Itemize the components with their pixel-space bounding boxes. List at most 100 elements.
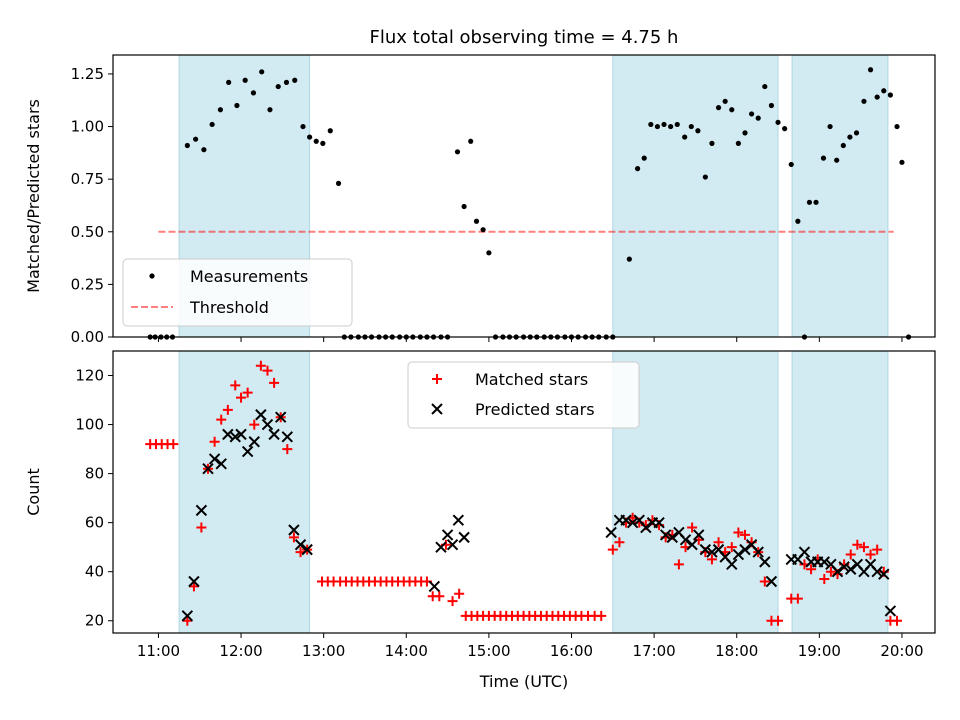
predicted-star-point — [453, 515, 463, 525]
measurement-point — [742, 130, 747, 135]
measurement-point — [243, 78, 248, 83]
observing-window-band — [792, 55, 888, 337]
measurement-point — [789, 162, 794, 167]
measurement-point — [251, 90, 256, 95]
y-tick-label: 0.50 — [71, 223, 104, 241]
measurement-point — [682, 134, 687, 139]
measurement-point — [481, 227, 486, 232]
measurement-point — [723, 99, 728, 104]
x-tick-label: 16:00 — [550, 642, 593, 660]
measurement-point — [328, 128, 333, 133]
y-tick-label: 0.00 — [71, 328, 104, 346]
legend-label: Matched stars — [475, 370, 588, 389]
measurement-point — [813, 200, 818, 205]
x-tick-label: 12:00 — [219, 642, 262, 660]
measurement-point — [259, 69, 264, 74]
matched-star-point — [168, 439, 178, 449]
measurement-point — [300, 124, 305, 129]
measurement-point — [769, 103, 774, 108]
measurement-point — [210, 122, 215, 127]
predicted-star-point — [443, 530, 453, 540]
measurement-point — [675, 122, 680, 127]
y-tick-label: 1.00 — [71, 118, 104, 136]
measurement-point — [462, 204, 467, 209]
measurement-point — [709, 141, 714, 146]
measurement-point — [292, 78, 297, 83]
measurement-point — [775, 120, 780, 125]
y-tick-label: 80 — [85, 465, 104, 483]
measurement-point — [468, 139, 473, 144]
measurement-point — [336, 181, 341, 186]
x-tick-label: 20:00 — [880, 642, 923, 660]
measurement-point — [320, 141, 325, 146]
measurement-point — [648, 122, 653, 127]
measurement-point — [821, 156, 826, 161]
y-tick-label: 40 — [85, 563, 104, 581]
measurement-point — [486, 250, 491, 255]
measurement-point — [661, 122, 666, 127]
measurement-point — [749, 111, 754, 116]
measurement-point — [875, 94, 880, 99]
measurement-point — [218, 107, 223, 112]
measurement-point — [201, 147, 206, 152]
measurement-point — [894, 124, 899, 129]
measurement-point — [695, 128, 700, 133]
predicted-star-point — [459, 532, 469, 542]
chart-title: Flux total observing time = 4.75 h — [370, 27, 679, 48]
measurement-point — [627, 257, 632, 262]
figure: Flux total observing time = 4.75 h 0.00 0… — [0, 0, 960, 720]
measurement-point — [834, 158, 839, 163]
y-tick-label: 20 — [85, 612, 104, 630]
x-tick-label: 15:00 — [467, 642, 510, 660]
measurement-point — [474, 219, 479, 224]
measurement-point — [841, 143, 846, 148]
measurement-point — [284, 80, 289, 85]
measurement-point — [847, 134, 852, 139]
observing-window-band — [792, 351, 888, 633]
x-tick-label: 14:00 — [385, 642, 428, 660]
y-tick-label: 60 — [85, 514, 104, 532]
x-axis-label: Time (UTC) — [479, 672, 568, 691]
x-tick-label: 11:00 — [137, 642, 180, 660]
measurement-point — [668, 124, 673, 129]
measurement-point — [234, 103, 239, 108]
y-tick-label: 120 — [75, 367, 104, 385]
legend-label: Measurements — [190, 267, 308, 286]
measurement-point — [655, 124, 660, 129]
measurement-point — [703, 174, 708, 179]
measurement-point — [642, 156, 647, 161]
matched-star-point — [448, 596, 458, 606]
x-tick-label: 13:00 — [302, 642, 345, 660]
x-tick-label: 19:00 — [798, 642, 841, 660]
legend-marker-measurements — [149, 273, 154, 278]
legend-label: Threshold — [189, 298, 269, 317]
x-tick-label: 17:00 — [632, 642, 675, 660]
legend-label: Predicted stars — [475, 400, 595, 419]
x-tick-label: 18:00 — [715, 642, 758, 660]
measurement-point — [314, 139, 319, 144]
measurement-point — [881, 88, 886, 93]
measurement-point — [635, 166, 640, 171]
measurement-point — [185, 143, 190, 148]
measurement-point — [795, 219, 800, 224]
measurement-point — [689, 124, 694, 129]
measurement-point — [455, 149, 460, 154]
y-tick-label: 1.25 — [71, 65, 104, 83]
measurement-point — [888, 92, 893, 97]
measurement-point — [899, 160, 904, 165]
panel-bottom: 20 40 60 80 100 120 11:00 12:00 13:00 14:00 15:00 1… — [24, 351, 935, 691]
panel-top: 0.00 0.25 0.50 0.75 1.00 1.25 Matched/Predicte… — [24, 55, 935, 346]
predicted-star-point — [429, 581, 439, 591]
measurement-point — [756, 116, 761, 121]
measurement-point — [716, 105, 721, 110]
measurement-point — [861, 99, 866, 104]
y-axis-label: Matched/Predicted stars — [24, 99, 43, 293]
matched-star-point — [892, 616, 902, 626]
measurement-point — [276, 84, 281, 89]
matched-star-point — [454, 589, 464, 599]
y-tick-label: 0.25 — [71, 275, 104, 293]
matched-star-point — [434, 591, 444, 601]
y-axis-label: Count — [24, 468, 43, 516]
measurement-point — [193, 137, 198, 142]
measurement-point — [736, 141, 741, 146]
